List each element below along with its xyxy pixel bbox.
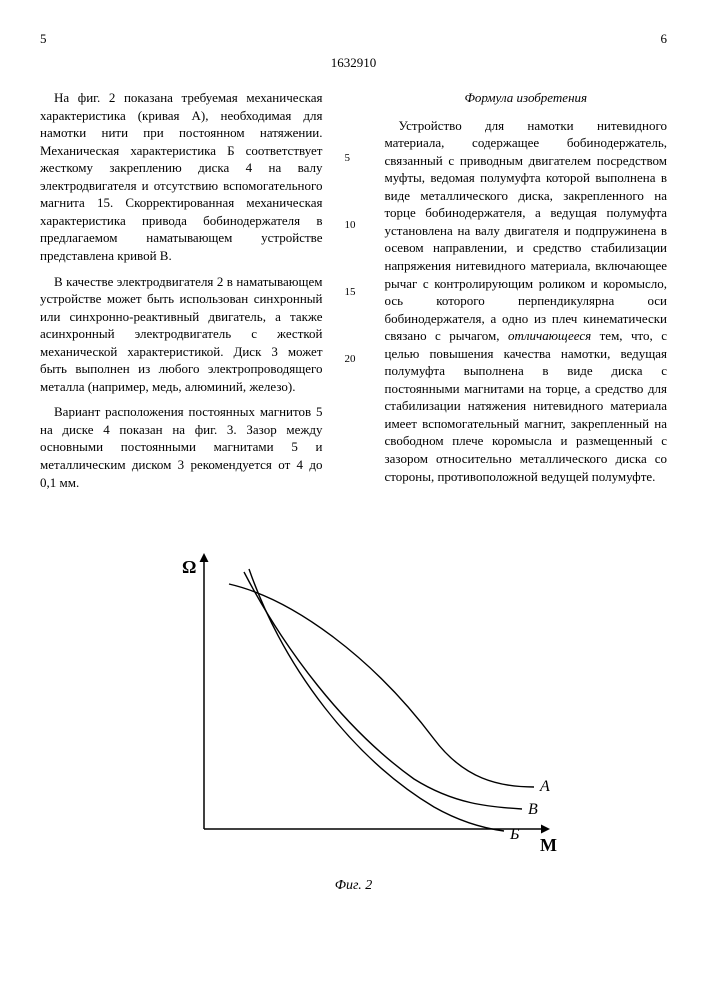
- svg-text:В: В: [528, 801, 538, 818]
- figure-2: Ω M АВБ Фиг. 2: [40, 529, 667, 896]
- line-number: 5: [345, 151, 363, 166]
- line-number: 20: [345, 352, 363, 367]
- claim-distinguish: отличающееся: [508, 328, 591, 343]
- page-number-right: 6: [661, 30, 668, 48]
- svg-text:Ω: Ω: [182, 557, 196, 577]
- claim-text: тем, что, с целью повышения качества нам…: [385, 328, 668, 483]
- claim-text: Устройство для намотки нитевидного матер…: [385, 118, 668, 344]
- document-number: 1632910: [40, 54, 667, 72]
- right-column: Формула изобретения Устройство для намот…: [385, 89, 668, 499]
- svg-text:Б: Б: [509, 826, 520, 843]
- paragraph: В качестве электродвигателя 2 в наматыва…: [40, 273, 323, 396]
- page-number-left: 5: [40, 30, 47, 48]
- line-number: 15: [345, 285, 363, 300]
- page-header: 5 6: [40, 30, 667, 48]
- line-number: 10: [345, 218, 363, 233]
- line-number-gutter: 5 10 15 20: [345, 89, 363, 499]
- svg-text:А: А: [539, 778, 550, 795]
- section-title: Формула изобретения: [385, 89, 668, 107]
- claim-paragraph: Устройство для намотки нитевидного матер…: [385, 117, 668, 485]
- paragraph: Вариант расположения постоянных магнитов…: [40, 403, 323, 491]
- left-column: На фиг. 2 показана требуемая механическа…: [40, 89, 323, 499]
- svg-text:M: M: [540, 835, 557, 855]
- paragraph: На фиг. 2 показана требуемая механическа…: [40, 89, 323, 264]
- text-columns: На фиг. 2 показана требуемая механическа…: [40, 89, 667, 499]
- figure-caption: Фиг. 2: [40, 877, 667, 896]
- chart-svg: Ω M АВБ: [144, 529, 564, 869]
